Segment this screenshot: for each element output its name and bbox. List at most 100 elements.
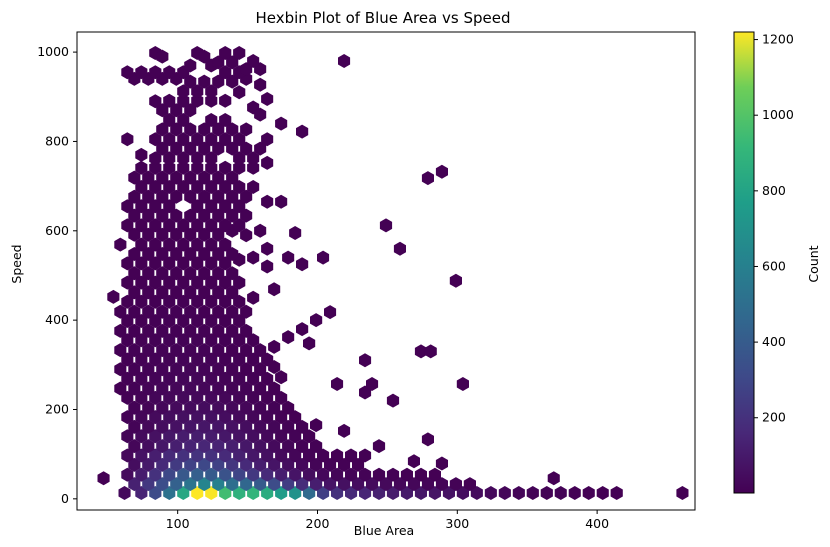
hexbin-cell [149, 467, 162, 482]
hexbin-cell [296, 124, 309, 139]
hexbin-cell [149, 371, 162, 386]
hexbin-cell [421, 432, 434, 447]
hexbin-cell [254, 477, 267, 492]
hexbin-cell [219, 390, 232, 405]
hexbin-cell [156, 381, 169, 396]
hexbin-cell [128, 477, 141, 492]
hexbin-cell [219, 467, 232, 482]
hexbin-cell [163, 371, 176, 386]
hexbin-cell [142, 419, 155, 434]
colorbar-label: Count [806, 245, 821, 282]
hexbin-cell [275, 467, 288, 482]
hexbin-cell [121, 429, 134, 444]
hexbin-cell [177, 486, 190, 500]
hexbin-cell [191, 448, 204, 463]
hexbin-cell [338, 54, 351, 68]
hexbin-cell [135, 429, 148, 444]
hexbin-cell [352, 457, 365, 472]
hexbin-cell [359, 385, 372, 400]
hexbin-cell [233, 151, 246, 166]
hexbin-cell [121, 314, 134, 328]
hexbin-cell [205, 390, 218, 405]
hexbin-cell [233, 314, 246, 328]
hexbin-cell [170, 323, 183, 338]
hexbin-cell [268, 457, 281, 472]
hexbin-cell [198, 266, 211, 281]
colorbar-tick-label: 1200 [762, 32, 794, 47]
hexbin-cell [149, 410, 162, 425]
hexbin-cell [212, 122, 225, 137]
hexbin-cell [456, 377, 469, 391]
hexbin-cell [219, 132, 232, 147]
colorbar-tick-label: 200 [762, 410, 786, 425]
hexbin-cell [184, 439, 197, 454]
hexbin-cell [128, 170, 141, 185]
hexbin-cell [156, 343, 169, 358]
hexbin-cell [149, 275, 162, 290]
hexbin-cell [121, 448, 134, 463]
hexbin-cell [135, 237, 148, 252]
hexbin-cell [177, 448, 190, 463]
hexbin-cell [128, 419, 141, 434]
hexbin-cell [261, 448, 274, 463]
x-tick-label: 100 [166, 516, 190, 531]
hexbin-cell [254, 77, 267, 92]
hexbin-cell [261, 259, 274, 274]
hexbin-cell [212, 419, 225, 434]
hexbin-cell [205, 237, 218, 252]
hexbin-cell [247, 486, 260, 500]
hexbin-cell [163, 352, 176, 367]
hexbin-cell [338, 477, 351, 492]
hexbin-cell [317, 448, 330, 463]
hexbin-cell [610, 486, 623, 500]
hexbin-cell [233, 371, 246, 386]
hexbin-cell [135, 314, 148, 328]
hexbin-cell [142, 457, 155, 472]
hexbin-cell [226, 208, 239, 223]
y-tick-label: 200 [45, 401, 69, 416]
hexbin-cell [212, 343, 225, 358]
hexbin-cell [254, 419, 267, 434]
hexbin-cell [135, 371, 148, 386]
hexbin-cell [121, 65, 134, 80]
hexbin-cell [233, 275, 246, 290]
hexbin-cell [484, 486, 497, 500]
hexbin-cell [163, 65, 176, 80]
hexbin-cell [170, 304, 183, 319]
hexbin-cell [282, 419, 295, 434]
hexbin-cell [282, 330, 295, 345]
hexbin-cell [233, 333, 246, 348]
hexbin-cell [219, 352, 232, 367]
hexbin-cell [212, 266, 225, 281]
hexbin-cell [247, 467, 260, 482]
hexbin-cell [121, 132, 134, 147]
colorbar-tick-label: 400 [762, 334, 786, 349]
hexbin-cell [184, 227, 197, 242]
hexbin-cell [205, 275, 218, 290]
hexbin-cell [198, 49, 211, 64]
y-tick-label: 600 [45, 223, 69, 238]
hexbin-cell [149, 333, 162, 348]
hexbin-cell [135, 467, 148, 482]
hexbin-cell [247, 371, 260, 386]
hexbin-cell [163, 132, 176, 147]
hexbin-cell [303, 336, 316, 351]
hexbin-cell [149, 132, 162, 147]
hexbin-cell [296, 257, 309, 272]
hexbin-cell [170, 170, 183, 185]
hexbin-cell [128, 457, 141, 472]
hexbin-cell [240, 189, 253, 204]
hexbin-cell [233, 46, 246, 60]
hexbin-cell [177, 410, 190, 425]
hexbin-cell [205, 132, 218, 147]
hexbin-cell [191, 275, 204, 290]
hexbin-cell [379, 218, 393, 233]
hexbin-cell [247, 290, 260, 305]
colorbar-axis: 200 400 600 800 1000 1200 [754, 32, 794, 425]
hexbin-cell [156, 247, 169, 261]
hexbin-cell [282, 250, 295, 265]
hexbin-cell [170, 419, 183, 434]
hexbin-cell [114, 343, 127, 358]
hexbin-cell [128, 343, 141, 358]
